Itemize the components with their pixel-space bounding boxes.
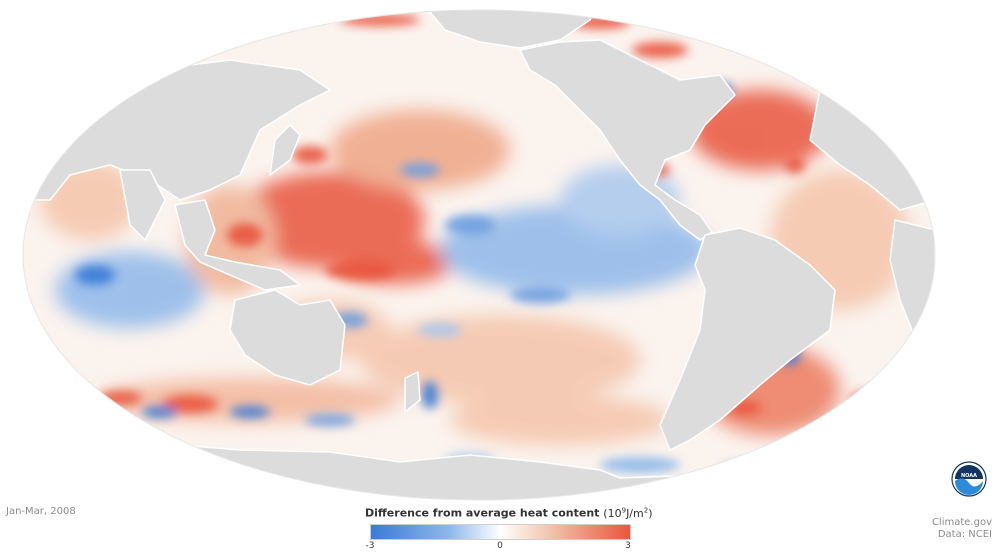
land-india <box>119 169 166 241</box>
land-south-america <box>659 227 836 451</box>
legend-title: Difference from average heat content (10… <box>365 506 653 520</box>
legend-unit-exponent: 9 <box>621 506 627 514</box>
credit-source: Climate.gov <box>931 517 992 528</box>
legend-unit-end: ) <box>648 506 653 520</box>
legend-tick-mid: 0 <box>497 541 503 551</box>
legend-unit: (109J/m2) <box>603 506 653 520</box>
noaa-logo-icon: NOAA <box>951 461 987 497</box>
legend-tick-min: -3 <box>365 541 375 551</box>
legend-unit-base: (10 <box>603 506 622 520</box>
legend-title-text: Difference from average heat content <box>365 506 600 520</box>
legend-tick-max: 3 <box>625 541 631 551</box>
credit-block: Climate.gov Data: NCEI <box>932 517 992 541</box>
land-japan <box>269 124 301 176</box>
credit-data: Data: NCEI <box>937 529 992 540</box>
noaa-logo-text: NOAA <box>961 473 977 479</box>
legend-unit-exponent-2: 2 <box>643 506 649 514</box>
land-australia <box>229 289 346 386</box>
globe-outline <box>22 9 936 501</box>
legend-unit-mid: J/m <box>626 506 644 520</box>
legend-color-bar <box>370 524 631 540</box>
land-new-zealand <box>404 371 421 413</box>
land-north-america <box>519 39 736 241</box>
ocean-heat-map <box>22 9 936 501</box>
land-southeast-asia <box>174 199 301 291</box>
date-label: Jan-Mar, 2008 <box>6 506 76 517</box>
color-legend: Difference from average heat content (10… <box>365 506 653 551</box>
